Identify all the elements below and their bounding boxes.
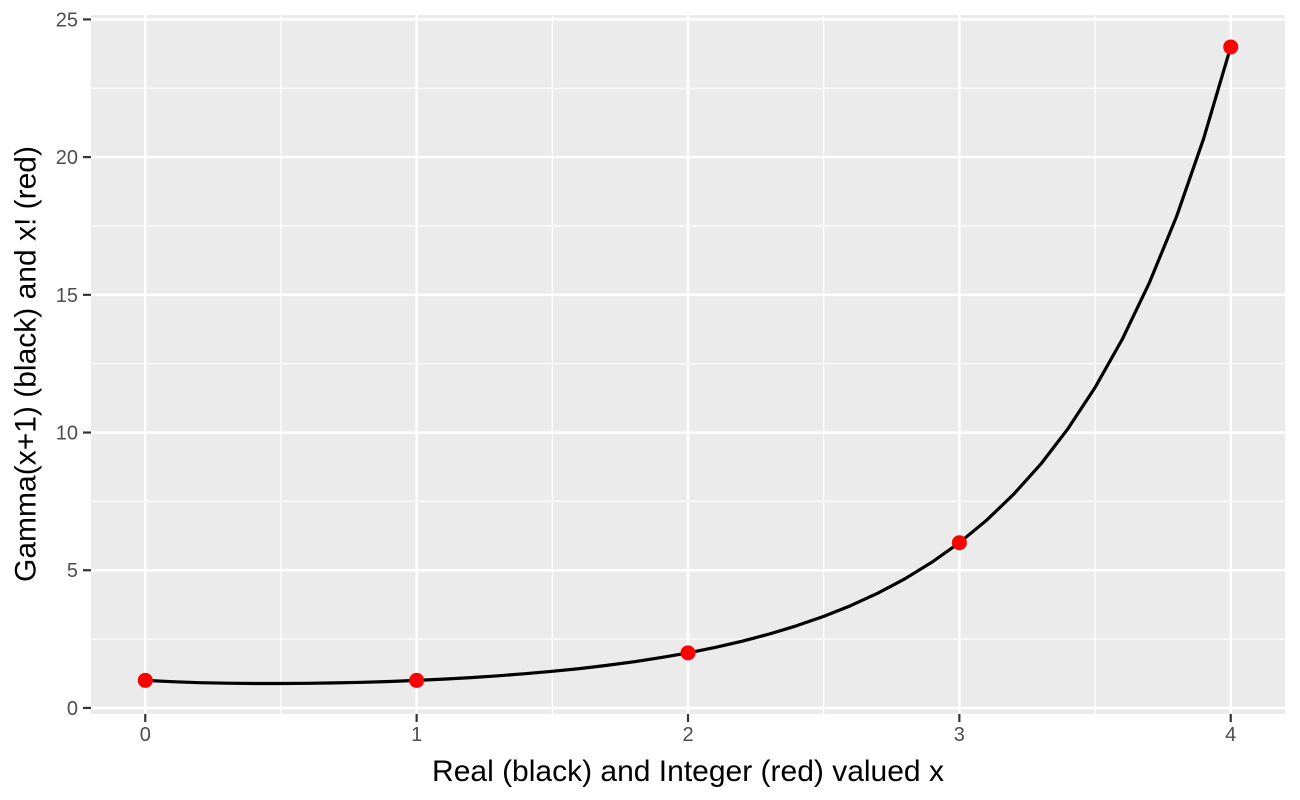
factorial-data-point bbox=[951, 535, 967, 551]
y-axis-tick-label: 20 bbox=[56, 147, 78, 169]
axes: 0 1 2 3 4 0 5 10 15 20 25 bbox=[56, 9, 1237, 746]
factorial-data-point bbox=[137, 672, 153, 688]
y-axis-tick-label: 5 bbox=[67, 560, 78, 582]
x-axis-tick-label: 2 bbox=[682, 724, 693, 746]
y-axis-title: Gamma(x+1) (black) and x! (red) bbox=[10, 146, 43, 582]
x-axis-tick-label: 1 bbox=[411, 724, 422, 746]
x-axis-tick-label: 3 bbox=[954, 724, 965, 746]
y-axis-tick-label: 10 bbox=[56, 423, 78, 445]
factorial-data-point bbox=[680, 645, 696, 661]
x-axis-title: Real (black) and Integer (red) valued x bbox=[432, 755, 944, 788]
factorial-data-point bbox=[1223, 39, 1239, 55]
y-axis-tick-label: 25 bbox=[56, 9, 78, 31]
y-axis-tick-label: 0 bbox=[67, 698, 78, 720]
x-axis-tick-label: 0 bbox=[140, 724, 151, 746]
y-axis-tick-label: 15 bbox=[56, 285, 78, 307]
factorial-data-point bbox=[409, 672, 425, 688]
data-series bbox=[137, 39, 1239, 688]
gridlines bbox=[91, 15, 1285, 714]
x-axis-tick-label: 4 bbox=[1225, 724, 1236, 746]
